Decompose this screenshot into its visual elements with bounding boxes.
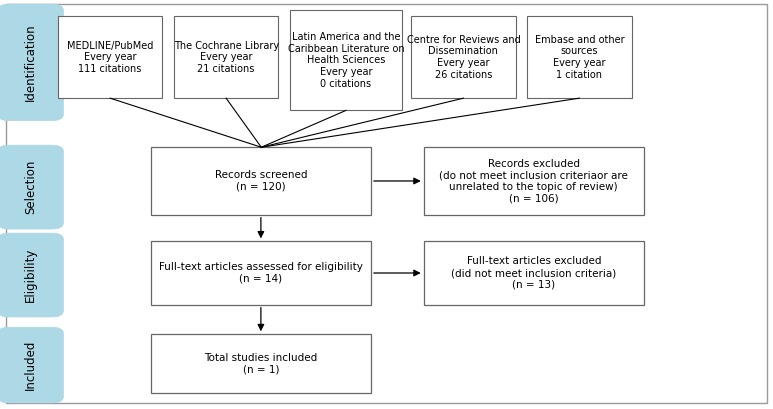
FancyBboxPatch shape bbox=[527, 16, 632, 98]
Text: Centre for Reviews and
Dissemination
Every year
26 citations: Centre for Reviews and Dissemination Eve… bbox=[407, 35, 520, 80]
FancyBboxPatch shape bbox=[174, 16, 278, 98]
FancyBboxPatch shape bbox=[424, 147, 644, 215]
FancyBboxPatch shape bbox=[0, 233, 63, 317]
Text: Records excluded
(do not meet inclusion criteriaor are
unrelated to the topic of: Records excluded (do not meet inclusion … bbox=[439, 159, 628, 203]
Text: Full-text articles assessed for eligibility
(n = 14): Full-text articles assessed for eligibil… bbox=[159, 262, 363, 284]
Text: Identification: Identification bbox=[24, 24, 37, 101]
Text: The Cochrane Library
Every year
21 citations: The Cochrane Library Every year 21 citat… bbox=[174, 40, 278, 74]
FancyBboxPatch shape bbox=[411, 16, 516, 98]
FancyBboxPatch shape bbox=[424, 241, 644, 305]
FancyBboxPatch shape bbox=[151, 147, 371, 215]
Text: Full-text articles excluded
(did not meet inclusion criteria)
(n = 13): Full-text articles excluded (did not mee… bbox=[451, 256, 616, 290]
Text: Included: Included bbox=[24, 340, 37, 390]
FancyBboxPatch shape bbox=[0, 145, 63, 229]
Text: Records screened
(n = 120): Records screened (n = 120) bbox=[215, 170, 307, 192]
FancyBboxPatch shape bbox=[151, 334, 371, 393]
FancyBboxPatch shape bbox=[151, 241, 371, 305]
Text: Total studies included
(n = 1): Total studies included (n = 1) bbox=[204, 353, 318, 375]
Text: Latin America and the
Caribbean Literature on
Health Sciences
Every year
0 citat: Latin America and the Caribbean Literatu… bbox=[288, 32, 404, 88]
Text: MEDLINE/PubMed
Every year
111 citations: MEDLINE/PubMed Every year 111 citations bbox=[67, 40, 153, 74]
Text: Selection: Selection bbox=[24, 160, 37, 214]
Text: Eligibility: Eligibility bbox=[24, 248, 37, 302]
FancyBboxPatch shape bbox=[0, 327, 63, 403]
FancyBboxPatch shape bbox=[58, 16, 162, 98]
FancyBboxPatch shape bbox=[290, 10, 402, 110]
Text: Embase and other
sources
Every year
1 citation: Embase and other sources Every year 1 ci… bbox=[535, 35, 624, 80]
FancyBboxPatch shape bbox=[0, 4, 63, 121]
